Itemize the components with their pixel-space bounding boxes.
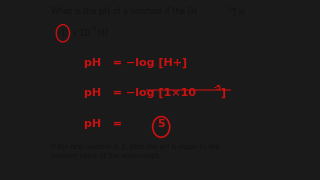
Text: pH   = −log [H+]: pH = −log [H+] <box>84 58 187 68</box>
Text: What is the pH of a solution if the [H: What is the pH of a solution if the [H <box>51 7 197 16</box>
Text: 1: 1 <box>60 29 65 38</box>
Text: M?: M? <box>95 29 108 38</box>
Text: ] is: ] is <box>233 7 245 16</box>
Text: pH   = −log [1×10: pH = −log [1×10 <box>84 88 196 98</box>
Text: -5: -5 <box>91 26 97 31</box>
Text: If the first number is 1, then the pH is equal to the
positive value of the supe: If the first number is 1, then the pH is… <box>51 144 220 159</box>
Text: 1+: 1+ <box>228 6 236 11</box>
Text: -5: -5 <box>213 86 222 91</box>
Text: pH   =: pH = <box>84 119 126 129</box>
Text: 5: 5 <box>157 119 165 129</box>
Text: ]: ] <box>220 88 226 98</box>
Text: x 10: x 10 <box>70 29 90 38</box>
